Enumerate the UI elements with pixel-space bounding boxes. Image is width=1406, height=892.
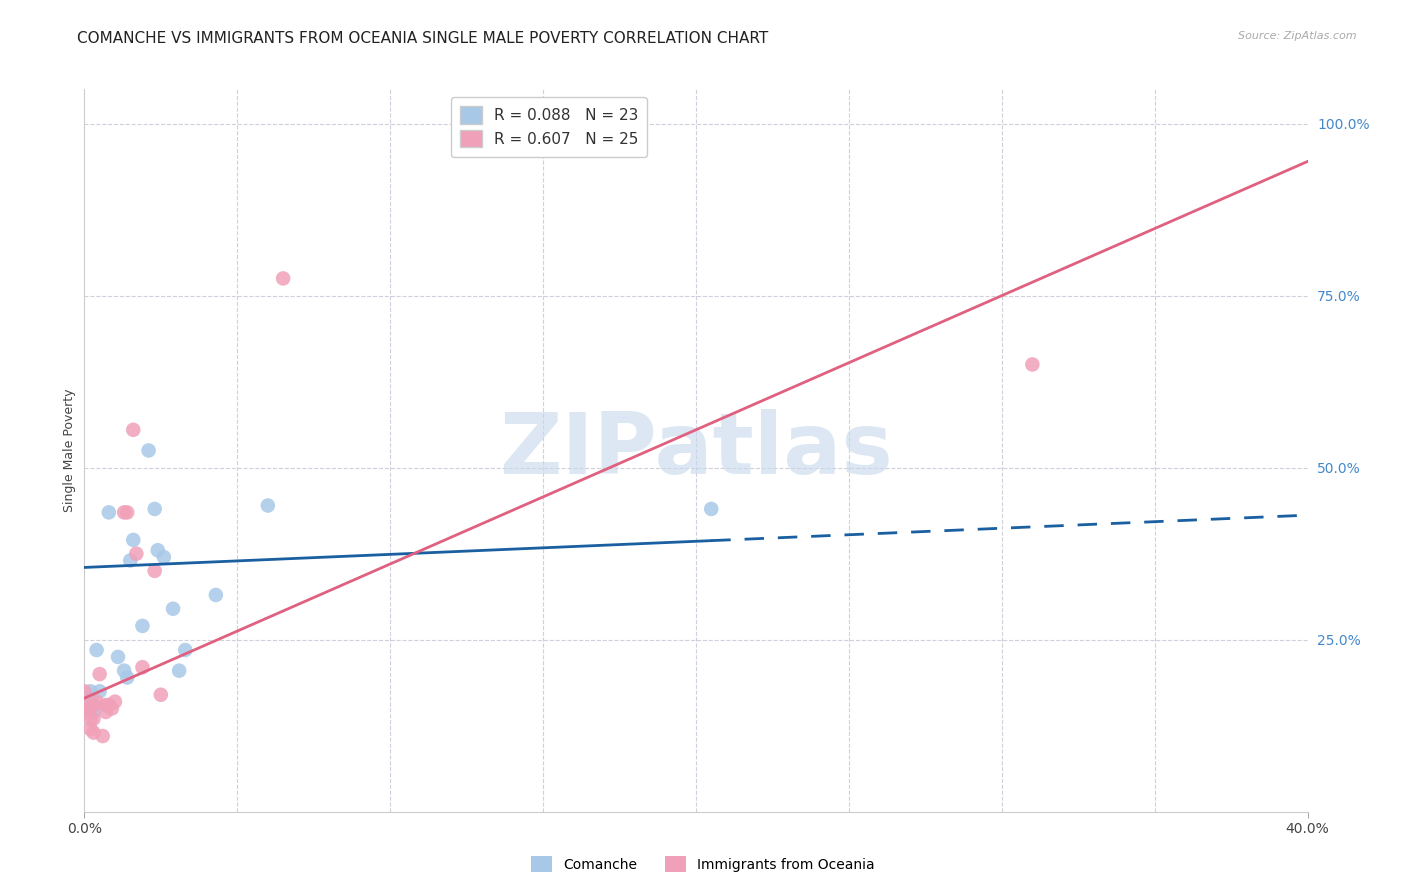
Point <box>167 664 190 678</box>
Point <box>271 271 294 285</box>
Y-axis label: Single Male Poverty: Single Male Poverty <box>63 389 76 512</box>
Point <box>76 698 98 712</box>
Point <box>146 543 169 558</box>
Text: Source: ZipAtlas.com: Source: ZipAtlas.com <box>1239 31 1357 41</box>
Point <box>700 502 723 516</box>
Point <box>97 505 120 519</box>
Point <box>149 688 172 702</box>
Point <box>104 695 127 709</box>
Point <box>112 664 135 678</box>
Text: ZIPatlas: ZIPatlas <box>499 409 893 492</box>
Point <box>91 729 114 743</box>
Point <box>73 684 96 698</box>
Legend: Comanche, Immigrants from Oceania: Comanche, Immigrants from Oceania <box>526 851 880 878</box>
Point <box>79 701 101 715</box>
Point <box>120 553 142 567</box>
Point <box>143 502 166 516</box>
Point <box>153 550 176 565</box>
Point <box>89 684 111 698</box>
Point <box>257 499 280 513</box>
Point <box>83 698 105 712</box>
Point <box>131 660 153 674</box>
Point <box>115 505 138 519</box>
Point <box>83 725 105 739</box>
Point <box>205 588 228 602</box>
Point <box>174 643 197 657</box>
Point <box>94 705 117 719</box>
Point <box>143 564 166 578</box>
Point <box>79 684 101 698</box>
Point <box>107 649 129 664</box>
Point <box>94 698 117 712</box>
Point <box>83 705 105 719</box>
Legend: R = 0.088   N = 23, R = 0.607   N = 25: R = 0.088 N = 23, R = 0.607 N = 25 <box>451 97 647 157</box>
Point <box>83 712 105 726</box>
Point <box>83 698 105 712</box>
Point <box>131 619 153 633</box>
Point <box>89 667 111 681</box>
Point <box>86 695 108 709</box>
Point <box>86 643 108 657</box>
Point <box>122 533 145 547</box>
Point <box>115 671 138 685</box>
Point <box>76 705 98 719</box>
Point <box>138 443 160 458</box>
Point <box>101 701 124 715</box>
Point <box>125 547 148 561</box>
Point <box>79 691 101 706</box>
Point <box>162 601 184 615</box>
Point <box>79 722 101 736</box>
Point <box>79 712 101 726</box>
Point <box>1021 358 1043 372</box>
Point <box>97 698 120 712</box>
Point <box>122 423 145 437</box>
Text: COMANCHE VS IMMIGRANTS FROM OCEANIA SINGLE MALE POVERTY CORRELATION CHART: COMANCHE VS IMMIGRANTS FROM OCEANIA SING… <box>77 31 769 46</box>
Point <box>112 505 135 519</box>
